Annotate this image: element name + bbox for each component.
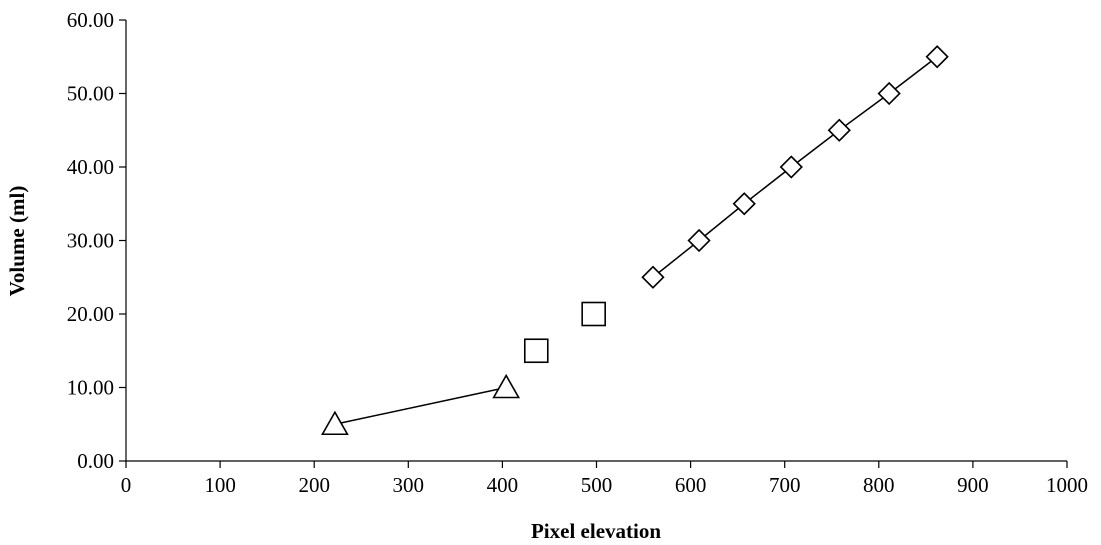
plot-area: 0.00 10.00 20.00 30.00 40.00 50.00 60.00 0 100 2…: [67, 8, 1088, 497]
x-tick-label: 400: [487, 473, 519, 497]
x-tick-label: 800: [863, 473, 895, 497]
series-line-triangle: [334, 386, 507, 425]
y-tick-label: 20.00: [67, 302, 114, 326]
y-tick-label: 30.00: [67, 229, 114, 253]
square-point: [523, 338, 549, 364]
x-tick-label: 0: [121, 473, 132, 497]
x-tick-label: 700: [769, 473, 801, 497]
y-tick-label: 50.00: [67, 82, 114, 106]
x-tick-label: 900: [957, 473, 989, 497]
triangle-point: [492, 373, 521, 399]
series-square: [523, 301, 606, 364]
x-tick-label: 300: [393, 473, 425, 497]
series-layer: [321, 45, 949, 436]
triangle-point: [321, 410, 349, 436]
y-tick-label: 10.00: [67, 376, 114, 400]
diamond-point: [877, 81, 901, 106]
diamond-point: [827, 118, 851, 142]
x-axis-title: Pixel elevation: [531, 519, 661, 543]
x-tick-label: 500: [581, 473, 613, 497]
square-point: [581, 301, 606, 327]
x-tick-label: 600: [675, 473, 707, 497]
diamond-point: [732, 192, 756, 216]
x-axis-ticks: 0 100 200 300 400 500 600 700 800 900 1000: [121, 461, 1088, 497]
y-tick-label: 0.00: [77, 449, 114, 473]
y-tick-label: 40.00: [67, 155, 114, 179]
x-tick-label: 100: [204, 473, 236, 497]
y-axis-title: Volume (ml): [5, 186, 29, 297]
x-tick-label: 200: [298, 473, 330, 497]
x-tick-label: 1000: [1046, 473, 1088, 497]
y-axis-ticks: 0.00 10.00 20.00 30.00 40.00 50.00 60.00: [67, 8, 126, 473]
y-tick-label: 60.00: [67, 8, 114, 32]
diamond-point: [687, 228, 711, 253]
diamond-point: [779, 155, 803, 179]
diamond-point: [925, 45, 949, 69]
series-diamond: [641, 45, 949, 289]
diamond-point: [641, 265, 665, 289]
series-triangle: [321, 373, 521, 436]
